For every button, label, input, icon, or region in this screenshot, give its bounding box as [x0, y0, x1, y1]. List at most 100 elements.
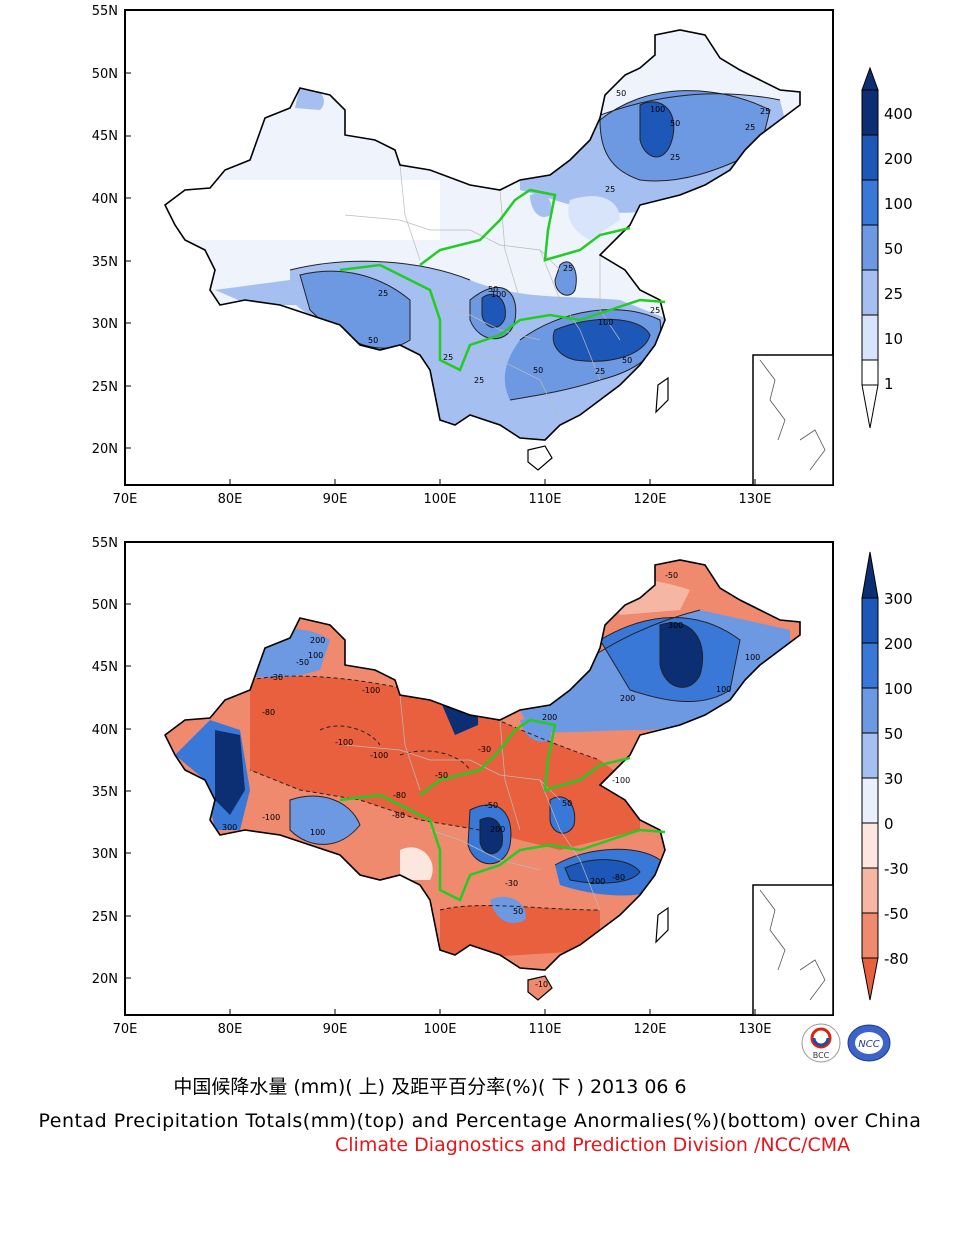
bottom-lat-label: 35N [92, 785, 118, 800]
contour-label: 50 [533, 366, 543, 375]
colorbar-label: 400 [884, 105, 913, 123]
top-lon-label: 120E [633, 492, 666, 507]
top-colorbar: 400 200 100 50 25 10 1 [861, 66, 913, 429]
bottom-lat-label: 50N [92, 598, 118, 613]
contour-label: 50 [622, 356, 632, 365]
bottom-map-svg: 55N 50N 45N 40N 35N 30N 25N 20N 70E 80E … [92, 536, 913, 1037]
colorbar-label: -80 [884, 950, 909, 968]
top-lon-label: 80E [218, 492, 243, 507]
contour-label: -50 [665, 571, 678, 580]
bottom-lat-label: 20N [92, 972, 118, 987]
contour-label: 25 [760, 107, 770, 116]
colorbar-label: 200 [884, 635, 913, 653]
top-ticks [125, 72, 756, 485]
contour-label: 50 [513, 907, 523, 916]
contour-label: -50 [485, 801, 498, 810]
contour-label: 100 [491, 290, 506, 299]
bottom-province-lines [344, 694, 601, 911]
top-lat-label: 25N [92, 380, 118, 395]
top-lat-label: 50N [92, 67, 118, 82]
contour-label: 50 [368, 336, 378, 345]
bottom-lon-label: 90E [323, 1022, 348, 1037]
top-lon-label: 100E [423, 492, 456, 507]
contour-label: -80 [392, 811, 405, 820]
contour-label: 100 [716, 685, 731, 694]
bottom-scs-inset [752, 884, 834, 1016]
colorbar-label: 50 [884, 725, 903, 743]
contour-label: 100 [745, 653, 760, 662]
contour-label: 200 [490, 825, 505, 834]
ncc-logo-text: NCC [858, 1039, 879, 1050]
top-map-svg: 55N 50N 45N 40N 35N 30N 25N 20N 70E 80E … [92, 4, 913, 507]
contour-label: 300 [222, 823, 237, 832]
contour-label: 50 [562, 799, 572, 808]
colorbar-label: -50 [884, 905, 909, 923]
contour-label: 200 [310, 636, 325, 645]
contour-label: 25 [474, 376, 484, 385]
contour-label: 25 [563, 264, 573, 273]
top-lon-label: 70E [113, 492, 138, 507]
colorbar-label: 300 [884, 590, 913, 608]
top-axis-labels: 55N 50N 45N 40N 35N 30N 25N 20N 70E 80E … [92, 4, 772, 507]
bottom-lon-label: 120E [633, 1022, 666, 1037]
top-lat-label: 45N [92, 129, 118, 144]
contour-label: 25 [605, 185, 615, 194]
bottom-lon-label: 110E [528, 1022, 561, 1037]
top-lat-label: 20N [92, 442, 118, 457]
bottom-river-lines [339, 718, 666, 902]
contour-label: 25 [443, 353, 453, 362]
top-lon-label: 110E [528, 492, 561, 507]
top-lat-label: 35N [92, 255, 118, 270]
contour-label: 100 [308, 651, 323, 660]
bottom-lat-label: 55N [92, 536, 118, 551]
bottom-hainan [527, 975, 553, 1001]
contour-label: -30 [478, 745, 491, 754]
bottom-taiwan [655, 906, 669, 944]
bottom-colorbar: 300 200 100 50 30 0 -30 -50 -80 [861, 551, 913, 1001]
colorbar-label: -30 [884, 860, 909, 878]
contour-label: 200 [620, 694, 635, 703]
caption-chinese: 中国候降水量 (mm)( 上) 及距平百分率(%)( 下 ) 2013 06 6 [173, 1076, 687, 1098]
contour-label: 200 [590, 877, 605, 886]
contour-label: 100 [598, 318, 613, 327]
contour-label: 25 [745, 123, 755, 132]
colorbar-label: 10 [884, 330, 903, 348]
contour-label: -30 [270, 673, 283, 682]
bottom-ticks [125, 603, 756, 1015]
top-precipitation-map: 55N 50N 45N 40N 35N 30N 25N 20N 70E 80E … [0, 0, 960, 520]
bcc-logo: BCC [800, 1022, 842, 1064]
colorbar-label: 30 [884, 770, 903, 788]
colorbar-label: 0 [884, 815, 894, 833]
bottom-lon-label: 80E [218, 1022, 243, 1037]
colorbar-label: 25 [884, 285, 903, 303]
contour-label: 50 [670, 119, 680, 128]
top-lat-label: 55N [92, 4, 118, 19]
bottom-lat-label: 40N [92, 723, 118, 738]
top-river-lines [339, 188, 666, 372]
contour-label: -100 [370, 751, 388, 760]
bottom-lon-label: 70E [113, 1022, 138, 1037]
contour-label: 25 [378, 289, 388, 298]
contour-label: 50 [488, 285, 498, 294]
contour-label: 50 [616, 89, 626, 98]
bottom-lat-label: 25N [92, 910, 118, 925]
colorbar-label: 1 [884, 375, 894, 393]
contour-label: 100 [650, 105, 665, 114]
bottom-axis-labels: 55N 50N 45N 40N 35N 30N 25N 20N 70E 80E … [92, 536, 772, 1037]
contour-label: -50 [435, 771, 448, 780]
ncc-logo: NCC [846, 1022, 891, 1064]
contour-label: -100 [335, 738, 353, 747]
top-scs-outline [759, 359, 826, 471]
contour-label: -100 [362, 686, 380, 695]
contour-label: 300 [668, 621, 683, 630]
top-contour-value-labels: 50 100 50 25 25 25 25 50 100 25 25 25 50… [368, 89, 770, 385]
bottom-anomaly-fill [175, 579, 790, 960]
bottom-lat-label: 45N [92, 660, 118, 675]
contour-label: -80 [393, 791, 406, 800]
top-lon-label: 130E [738, 492, 771, 507]
bottom-anomaly-map: 55N 50N 45N 40N 35N 30N 25N 20N 70E 80E … [0, 530, 960, 1050]
top-lat-label: 40N [92, 192, 118, 207]
top-province-lines [344, 164, 621, 421]
bottom-lon-label: 130E [738, 1022, 771, 1037]
colorbar-label: 100 [884, 680, 913, 698]
